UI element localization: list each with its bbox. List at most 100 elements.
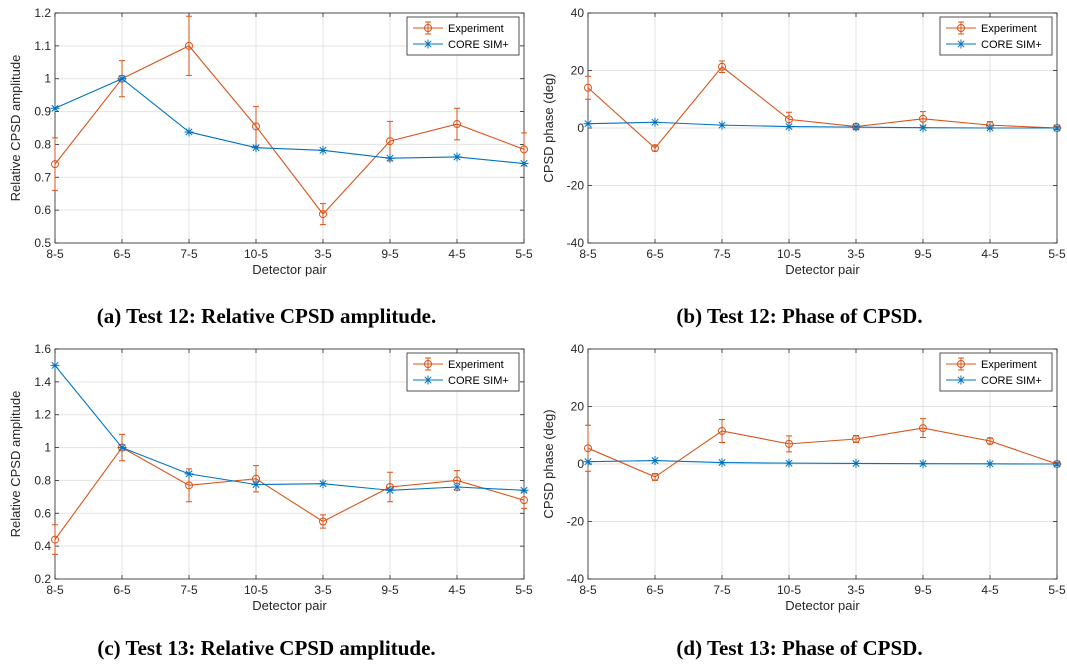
chart-b-experiment-point — [651, 144, 659, 153]
chart-b-xtick-label: 4-5 — [981, 247, 999, 261]
chart-c-simulation-line — [54, 365, 525, 491]
chart-a-xtick-label: 7-5 — [180, 247, 198, 261]
chart-b-xtick-label: 5-5 — [1048, 247, 1066, 261]
chart-a-simulation-point — [385, 153, 395, 163]
chart-a-ytick-label: 1.1 — [34, 39, 51, 53]
chart-d-experiment-errorbar — [786, 435, 792, 453]
chart-d-ytick-label: -20 — [567, 515, 585, 529]
chart-b-ytick-label: 40 — [571, 6, 585, 20]
chart-c-xtick-label: 4-5 — [448, 583, 466, 597]
chart-b-xtick-label: 3-5 — [847, 247, 865, 261]
chart-d-experiment-errorbar — [719, 418, 725, 443]
chart-a-xtick-label: 3-5 — [314, 247, 332, 261]
chart-d-simulation-point — [851, 458, 861, 468]
chart-b-ytick-label: -40 — [567, 236, 585, 250]
chart-b-simulation-point — [717, 120, 727, 130]
chart-a-legend-experiment-marker — [424, 24, 432, 32]
chart-panel-d: -40 -20 0 20 40 8-5 6-5 7-5 10-5 3-5 9-5 4-5 5-5 Dete… — [533, 336, 1066, 671]
chart-c-ytick-label: 1 — [44, 441, 51, 455]
caption-c: (c) Test 13: Relative CPSD amplitude. — [97, 636, 436, 660]
chart-a-ytick-label: 0.9 — [34, 105, 51, 119]
chart-d: -40 -20 0 20 40 8-5 6-5 7-5 10-5 3-5 9-5 4-5 5-5 Dete… — [541, 342, 1066, 613]
chart-d-simulation-line — [587, 459, 1058, 465]
chart-b-experiment-point — [584, 83, 592, 92]
chart-b-simulation-point — [985, 123, 995, 133]
chart-d-ytick-label: 20 — [571, 400, 585, 414]
chart-c-ytick-label: 1.6 — [34, 342, 51, 356]
chart-d-simulation-point — [918, 459, 928, 469]
chart-a-simulation-line — [54, 78, 525, 165]
chart-b-experiment-line — [587, 65, 1058, 149]
chart-a-experiment-errorbar — [454, 107, 460, 141]
chart-b-xtick-label: 9-5 — [914, 247, 932, 261]
chart-d-experiment-line — [587, 427, 1058, 478]
chart-a-simulation-point — [318, 145, 328, 155]
chart-c-ytick-label: 0.4 — [34, 539, 51, 553]
chart-a-simulation-point — [117, 74, 127, 84]
chart-c-xtick-label: 10-5 — [244, 583, 268, 597]
chart-a-experiment-point — [453, 120, 461, 129]
chart-b-simulation-line — [587, 121, 1057, 129]
chart-b-xtick-label: 6-5 — [646, 247, 664, 261]
chart-c-simulation-point — [452, 482, 462, 492]
chart-d-simulation-point — [717, 458, 727, 468]
chart-c-experiment-point — [185, 481, 193, 490]
chart-b-experiment-point — [718, 62, 726, 71]
chart-d-experiment-point — [718, 426, 726, 435]
caption-d: (d) Test 13: Phase of CPSD. — [676, 636, 923, 660]
chart-d-simulation-point — [784, 458, 794, 468]
chart-c-experiment-point — [51, 535, 59, 544]
chart-panel-b: -40 -20 0 20 40 8-5 6-5 7-5 10-5 3-5 9-5 4-5 5-5 Dete… — [533, 0, 1066, 335]
chart-a-legend-simulation-marker — [423, 39, 433, 49]
chart-b-legend-experiment-marker — [957, 24, 965, 32]
chart-c-xtick-label: 5-5 — [515, 583, 533, 597]
chart-d-xtick-label: 5-5 — [1048, 583, 1066, 597]
chart-b-xtick-label: 8-5 — [579, 247, 597, 261]
chart-d-xtick-label: 9-5 — [914, 583, 932, 597]
chart-b-legend-experiment-label: Experiment — [981, 23, 1037, 35]
chart-d-experiment-point — [584, 444, 592, 453]
chart-a-simulation-point — [452, 152, 462, 162]
chart-a-experiment-errorbar — [52, 137, 58, 191]
chart-d-xtick-label: 3-5 — [847, 583, 865, 597]
chart-c-simulation-point — [385, 485, 395, 495]
chart-d-legend — [939, 352, 1053, 392]
chart-d-experiment-point — [785, 439, 793, 448]
chart-d-legend-simulation-marker — [956, 375, 966, 385]
chart-b-xlabel: Detector pair — [785, 262, 860, 277]
chart-a-xlabel: Detector pair — [252, 262, 327, 277]
chart-c-xtick-label: 8-5 — [46, 583, 64, 597]
chart-b-xtick-label: 10-5 — [777, 247, 801, 261]
chart-a-experiment-line — [54, 45, 525, 215]
chart-a-simulation-point — [50, 103, 60, 113]
chart-a-xtick-label: 9-5 — [381, 247, 399, 261]
chart-d-xtick-label: 10-5 — [777, 583, 801, 597]
chart-c-ytick-label: 1.2 — [34, 408, 51, 422]
chart-d-ytick-label: -40 — [567, 572, 585, 586]
chart-a-experiment-point — [319, 210, 327, 219]
chart-c-simulation-point — [519, 485, 529, 495]
chart-a-xtick-label: 6-5 — [113, 247, 131, 261]
chart-c-experiment-errorbar — [320, 514, 326, 529]
chart-a-ylabel: Relative CPSD amplitude — [8, 55, 23, 202]
chart-d-xtick-label: 4-5 — [981, 583, 999, 597]
chart-c-ytick-label: 0.2 — [34, 572, 51, 586]
chart-a-xtick-label: 10-5 — [244, 247, 268, 261]
chart-b-ytick-label: 0 — [577, 121, 584, 135]
chart-b-simulation-point — [1052, 123, 1062, 133]
chart-c-xtick-label: 3-5 — [314, 583, 332, 597]
chart-a-simulation-point — [519, 158, 529, 168]
chart-b-simulation-point — [918, 123, 928, 133]
chart-b-legend-simulation-marker — [956, 39, 966, 49]
chart-a-ytick-label: 0.7 — [34, 170, 51, 184]
chart-a-ytick-label: 0.5 — [34, 236, 51, 250]
chart-a-experiment-errorbar — [253, 106, 259, 147]
chart-c-ytick-label: 1.4 — [34, 375, 51, 389]
chart-panel-c: 0.2 0.4 0.6 0.8 1 1.2 1.4 1.6 8-5 6-5 7-5 10-5 3-5 9-… — [0, 336, 533, 671]
chart-c-simulation-point — [318, 479, 328, 489]
chart-d-experiment-point — [651, 472, 659, 481]
chart-a-ytick-label: 1.2 — [34, 6, 51, 20]
chart-b-ytick-label: -20 — [567, 179, 585, 193]
chart-d-legend-simulation-label: CORE SIM+ — [981, 375, 1042, 387]
chart-d-xtick-label: 8-5 — [579, 583, 597, 597]
